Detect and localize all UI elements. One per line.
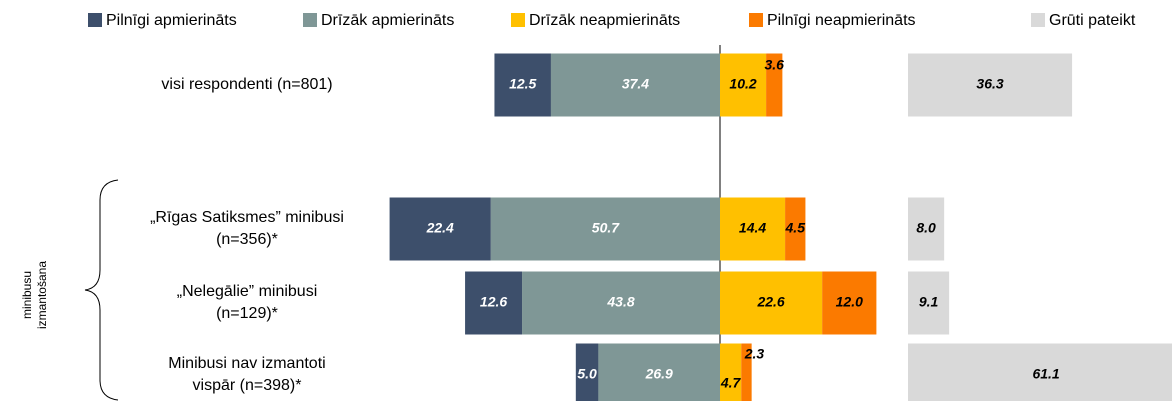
bar-segment [908,343,1172,401]
value-label: 10.2 [729,76,756,92]
legend-swatch [88,13,102,27]
bar-segment [465,271,523,335]
legend-label: Pilnīgi neapmierināts [767,12,916,29]
group-label: minibusu izmantošana [20,260,49,330]
value-label: 12.6 [480,294,507,310]
value-label: 22.6 [756,294,784,310]
value-label: 50.7 [592,220,620,236]
legend-swatch [749,13,763,27]
bar-segment [494,53,551,117]
bar-segment [598,343,720,401]
value-label: 9.1 [919,294,939,310]
value-label: 26.9 [645,366,673,382]
category-label: visi respondenti (n=801) [161,76,333,93]
value-label: 14.4 [739,220,766,236]
bar-segment [741,343,752,401]
bar-segment [522,271,720,335]
bar-segment [720,343,742,401]
legend-swatch [303,13,317,27]
legend-swatch [1031,13,1045,27]
value-label: 8.0 [916,220,936,236]
bar-segment [908,197,945,261]
bar-segment [575,343,599,401]
bar-segment [720,53,767,117]
legend-swatch [511,13,525,27]
value-label: 2.3 [744,346,765,362]
bar-segment [822,271,877,335]
value-label: 43.8 [606,294,634,310]
value-label: 36.3 [976,76,1003,92]
bar-segment [720,197,786,261]
value-label: 3.6 [765,57,785,73]
value-label: 22.4 [426,220,454,236]
category-label: Minibusi nav izmantoti vispār (n=398)* [168,355,326,394]
legend-label: Grūti pateikt [1049,12,1136,29]
bar-segment [490,197,720,261]
bar-segment [785,197,806,261]
bar-segment [908,271,950,335]
category-label: „Rīgas Satiksmes” minibusi (n=356)* [150,209,344,248]
category-label: „Nelegālie” minibusi (n=129)* [176,283,318,322]
bar-segment [720,271,823,335]
value-label: 37.4 [622,76,649,92]
legend-label: Pilnīgi apmierināts [106,12,237,29]
value-label: 5.0 [577,366,597,382]
value-label: 61.1 [1032,366,1059,382]
value-label: 12.0 [836,294,863,310]
value-label: 4.5 [785,220,806,236]
value-label: 12.5 [509,76,536,92]
legend-label: Drīzāk neapmierināts [529,12,680,29]
bar-segment [908,53,1073,117]
bar-segment [550,53,720,117]
bar-segment [389,197,491,261]
value-label: 4.7 [720,375,742,391]
legend-label: Drīzāk apmierināts [321,12,454,29]
bar-segment [766,53,783,117]
group-brace [84,179,119,401]
